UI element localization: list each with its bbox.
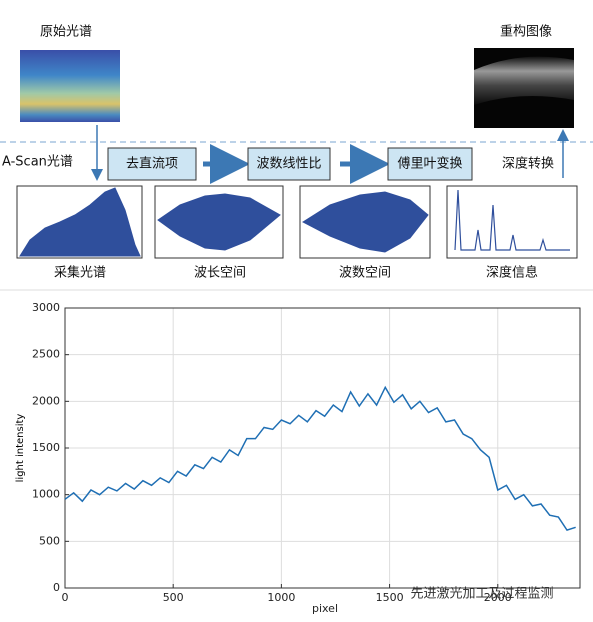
label: 原始光谱 [40, 25, 92, 40]
caption: 波长空间 [194, 266, 246, 281]
y-tick-label: 3000 [32, 301, 60, 314]
spectrum-image [20, 50, 120, 122]
x-axis-label: pixel [312, 602, 338, 615]
step-box [107, 147, 197, 181]
mini-plot [454, 189, 570, 251]
caption: 深度信息 [486, 265, 538, 281]
mini-plot [19, 187, 141, 257]
step-box [247, 147, 331, 181]
x-tick-label: 2000 [484, 591, 512, 604]
caption: 采集光谱 [54, 265, 106, 281]
x-tick-label: 500 [163, 591, 184, 604]
y-tick-label: 0 [53, 581, 60, 594]
step: 深度转换 [502, 156, 554, 172]
axes-frame [64, 307, 581, 589]
label: 重构图像 [500, 24, 552, 40]
x-tick-label: 1500 [376, 591, 404, 604]
chart: 0 500 1000 1500 2000 2500 3000 0 500 1000 1500 2000 [32, 301, 581, 604]
x-tick-label: 0 [62, 591, 69, 604]
data-line [64, 385, 576, 532]
y-tick-label: 2500 [32, 348, 60, 361]
label: A-Scan光谱 [2, 155, 73, 170]
step: 去直流项 [126, 157, 178, 172]
oct-image [474, 56, 574, 105]
y-axis-label: light intensity [15, 414, 26, 483]
watermark: 先进激光加工及过程监测 [410, 587, 553, 602]
caption: 波数空间 [339, 266, 391, 281]
mini-plots [16, 185, 578, 259]
mini-plot [301, 191, 429, 253]
y-tick-label: 1000 [32, 488, 60, 501]
mini-plot [157, 193, 281, 251]
x-tick-label: 1000 [267, 591, 295, 604]
step: 波数线性比 [256, 157, 321, 172]
y-tick-label: 2000 [32, 394, 60, 407]
step: 傅里叶变换 [397, 156, 462, 172]
y-tick-label: 500 [39, 534, 60, 547]
step-box [387, 147, 473, 181]
y-tick-label: 1500 [32, 441, 60, 454]
